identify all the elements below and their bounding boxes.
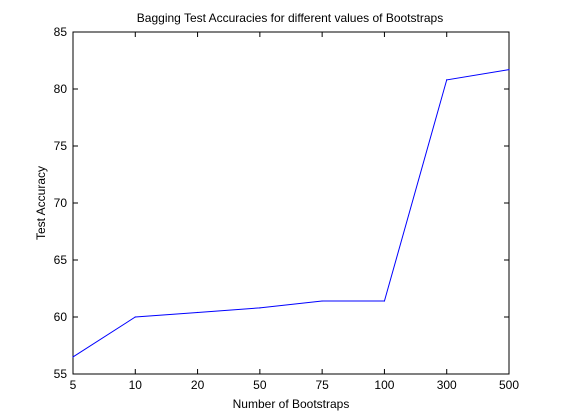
y-tick-label: 55: [54, 367, 68, 381]
series-group: [72, 69, 510, 358]
x-tick-label: 10: [129, 378, 143, 392]
data-point: [321, 300, 323, 302]
y-tick-label: 80: [54, 82, 68, 96]
data-point: [72, 356, 74, 358]
x-axis-label: Number of Bootstraps: [233, 397, 350, 411]
x-axis-ticks: 5 10 20 50 75 100 300 500: [70, 32, 519, 392]
x-tick-label: 75: [315, 378, 329, 392]
data-point: [446, 79, 448, 81]
y-tick-label: 85: [54, 25, 68, 39]
data-point: [259, 307, 261, 309]
y-tick-label: 60: [54, 310, 68, 324]
x-tick-label: 500: [499, 378, 519, 392]
series-line: [72, 69, 510, 358]
x-tick-label: 5: [70, 378, 77, 392]
plot-area: 55 60 65 70 75 80 85 5 10 20 50 75 100 300 500: [54, 25, 520, 392]
data-point: [196, 311, 199, 314]
x-tick-label: 20: [191, 378, 205, 392]
plot-frame: [72, 31, 510, 375]
y-axis-label: Test Accuracy: [34, 166, 48, 240]
x-tick-label: 100: [374, 378, 394, 392]
chart-title: Bagging Test Accuracies for different va…: [137, 11, 443, 25]
y-tick-label: 75: [54, 139, 68, 153]
x-tick-label: 300: [437, 378, 457, 392]
y-tick-label: 70: [54, 196, 68, 210]
y-axis-ticks: 55 60 65 70 75 80 85: [54, 25, 509, 381]
x-tick-label: 50: [253, 378, 267, 392]
data-point: [508, 69, 510, 71]
y-tick-label: 65: [54, 253, 68, 267]
data-point: [134, 316, 136, 318]
data-point: [383, 300, 386, 302]
